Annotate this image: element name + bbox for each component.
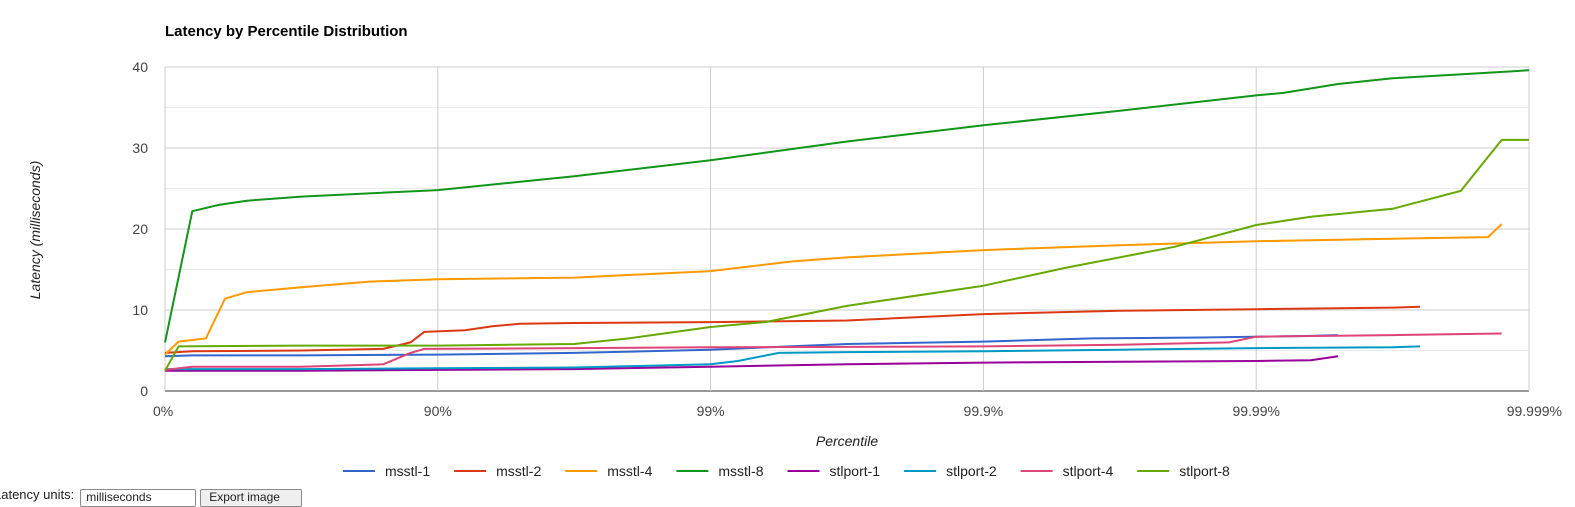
y-tick-label: 10	[132, 302, 148, 318]
x-axis-title: Percentile	[816, 433, 878, 449]
chart-controls: Latency units: milliseconds Export image	[0, 487, 303, 507]
series-line-msstl-2	[164, 305, 1420, 354]
latency-chart: Latency by Percentile Distribution 0% 90%…	[27, 23, 1562, 479]
series-line-msstl-4	[164, 223, 1503, 356]
series-line-stlport-4	[164, 332, 1502, 371]
legend-label-msstl-1: msstl-1	[385, 463, 430, 479]
x-tick-label: 99.9%	[964, 403, 1004, 419]
series-line-stlport-1	[165, 355, 1339, 372]
series-line-stlport-2	[165, 345, 1420, 371]
legend-label-msstl-2: msstl-2	[496, 463, 541, 479]
legend-label-stlport-1: stlport-1	[830, 463, 881, 479]
legend-label-stlport-4: stlport-4	[1063, 463, 1114, 479]
legend-label-stlport-2: stlport-2	[946, 463, 997, 479]
x-axis-ticks: 0% 90% 99% 99.9% 99.99% 99.999%	[153, 403, 1562, 419]
y-tick-label: 30	[132, 140, 148, 156]
y-tick-label: 0	[140, 383, 148, 399]
y-tick-label: 20	[132, 221, 148, 237]
x-tick-label: 90%	[424, 403, 452, 419]
legend-label-stlport-8: stlport-8	[1179, 463, 1230, 479]
legend-label-msstl-8: msstl-8	[718, 463, 763, 479]
y-axis-title: Latency (milliseconds)	[27, 161, 43, 300]
export-image-button[interactable]: Export image	[200, 489, 303, 507]
x-tick-label: 99.999%	[1507, 403, 1562, 419]
x-tick-label: 99.99%	[1232, 403, 1279, 419]
series-line-stlport-8	[164, 138, 1529, 372]
latency-units-label: Latency units:	[0, 487, 75, 502]
series-line-msstl-8	[164, 69, 1530, 343]
grid	[164, 66, 1530, 392]
legend: msstl-1 msstl-2 msstl-4 msstl-8 stlport-1 stl…	[343, 463, 1230, 479]
chart-title: Latency by Percentile Distribution	[165, 23, 408, 40]
y-tick-label: 40	[132, 59, 148, 75]
y-axis-ticks: 0 10 20 30 40	[132, 59, 148, 399]
latency-units-select[interactable]: milliseconds	[80, 489, 197, 507]
x-tick-label: 0%	[153, 403, 173, 419]
series-lines	[164, 69, 1530, 372]
x-tick-label: 99%	[697, 403, 725, 419]
legend-label-msstl-4: msstl-4	[607, 463, 652, 479]
